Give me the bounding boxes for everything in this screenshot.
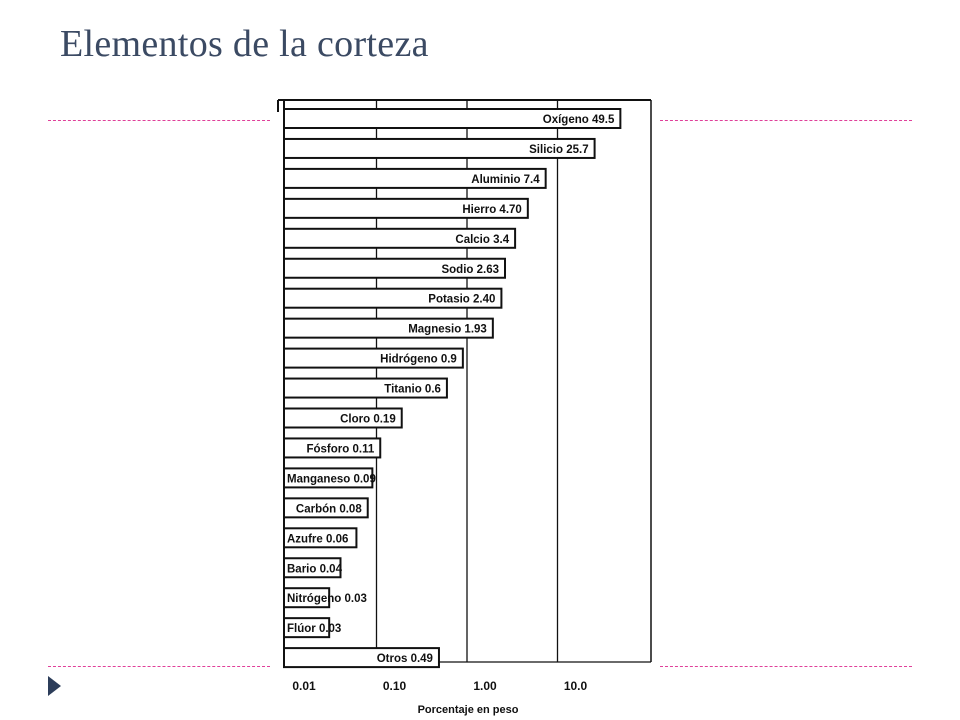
bar-13 [283, 467, 374, 489]
bar-label: Flúor 0.03 [287, 623, 341, 635]
bar-label: Otros 0.49 [377, 653, 433, 665]
bar-label: Carbón 0.08 [296, 503, 362, 515]
bar-label: Hierro 4.70 [462, 204, 521, 216]
bar-8 [283, 317, 494, 339]
top-divider-right [660, 120, 912, 121]
bar-label: Nitrógeno 0.03 [287, 593, 367, 605]
bar-label: Calcio 3.4 [455, 234, 509, 246]
bar-6 [283, 257, 507, 279]
bottom-divider-right [660, 666, 912, 667]
bar-1 [283, 108, 622, 129]
bar-11 [283, 407, 403, 429]
bar-5 [283, 227, 517, 249]
bar-3 [283, 167, 547, 189]
x-tick-label: 0.10 [383, 679, 407, 693]
bar-label: Titanio 0.6 [384, 384, 441, 396]
bar-label: Bario 0.04 [287, 563, 343, 575]
bar-9 [283, 347, 464, 369]
bar-label: Cloro 0.19 [340, 414, 396, 426]
top-divider-left [48, 120, 270, 121]
bar-17 [283, 587, 331, 609]
x-tick-label: 1.00 [473, 679, 497, 693]
x-tick-label: 10.0 [564, 679, 588, 693]
bar-label: Azufre 0.06 [287, 533, 348, 545]
bar-label: Aluminio 7.4 [471, 174, 540, 186]
bar-16 [283, 557, 342, 579]
bar-19 [283, 647, 440, 669]
bar-label: Hidrógeno 0.9 [380, 354, 457, 366]
bar-14 [283, 497, 369, 519]
bar-2 [283, 137, 596, 159]
bar-label: Potasio 2.40 [428, 294, 495, 306]
bar-10 [283, 377, 448, 399]
bar-label: Fósforo 0.11 [306, 443, 374, 455]
x-axis-label: Porcentaje en peso [418, 704, 519, 716]
bar-7 [283, 287, 503, 309]
bottom-divider-left [48, 666, 270, 667]
bar-label: Sodio 2.63 [441, 264, 499, 276]
bar-12 [283, 437, 382, 459]
bar-18 [283, 617, 331, 639]
x-tick-label: 0.01 [292, 679, 316, 693]
bar-label: Oxígeno 49.5 [543, 114, 615, 126]
slide-bullet-icon [48, 676, 61, 696]
bar-4 [283, 197, 529, 219]
slide-title: Elementos de la corteza [60, 23, 429, 65]
bar-15 [283, 527, 358, 549]
bar-label: Silicio 25.7 [529, 144, 588, 156]
bar-label: Manganeso 0.09 [287, 473, 376, 485]
bar-label: Magnesio 1.93 [408, 324, 487, 336]
